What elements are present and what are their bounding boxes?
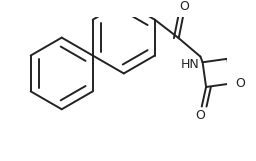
Text: HN: HN — [180, 58, 199, 71]
Text: O: O — [196, 109, 206, 122]
Text: O: O — [236, 77, 246, 90]
Text: O: O — [179, 0, 189, 13]
